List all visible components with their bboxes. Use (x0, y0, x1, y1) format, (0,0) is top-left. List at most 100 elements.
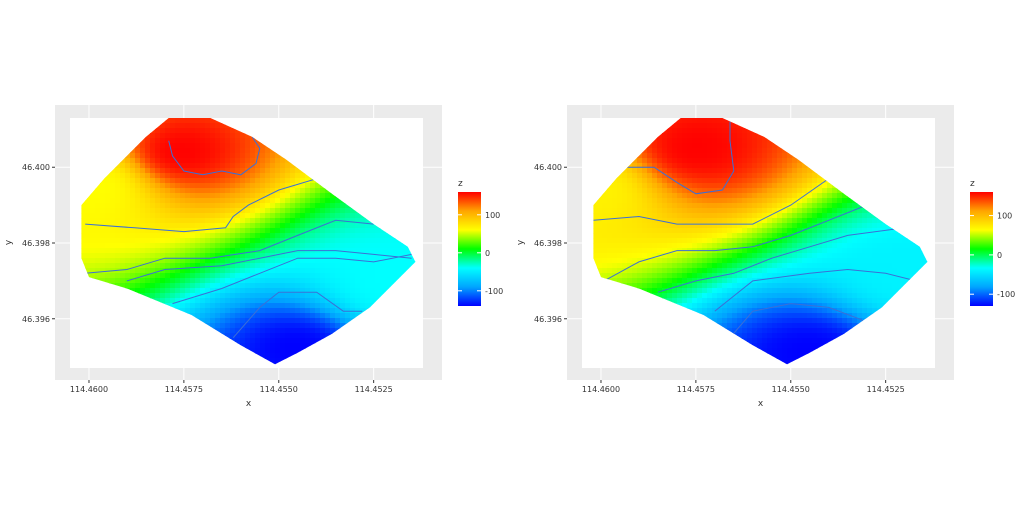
heatmap-cell (682, 163, 688, 169)
heatmap-cell (250, 238, 256, 244)
heatmap-cell (135, 173, 141, 179)
heatmap-cell (245, 193, 251, 199)
heatmap-cell (280, 343, 286, 349)
heatmap-cell (295, 328, 301, 334)
heatmap-cell (125, 198, 131, 204)
heatmap-cell (295, 318, 301, 324)
heatmap-cell (682, 123, 688, 129)
heatmap-cell (405, 258, 411, 264)
heatmap-cell (697, 163, 703, 169)
heatmap-cell (185, 153, 191, 159)
heatmap-cell (295, 173, 301, 179)
heatmap-cell (320, 283, 326, 289)
heatmap-cell (315, 198, 321, 204)
heatmap-cell (622, 248, 628, 254)
heatmap-cell (637, 163, 643, 169)
heatmap-cell (325, 263, 331, 269)
heatmap-cell (260, 148, 266, 154)
heatmap-cell (290, 343, 296, 349)
heatmap-cell (285, 328, 291, 334)
heatmap-cell (325, 193, 331, 199)
heatmap-cell (105, 258, 111, 264)
heatmap-cell (712, 158, 718, 164)
heatmap-cell (707, 293, 713, 299)
heatmap-cell (632, 228, 638, 234)
heatmap-cell (240, 148, 246, 154)
heatmap-cell (682, 218, 688, 224)
heatmap-cell (255, 228, 261, 234)
heatmap-cell (662, 208, 668, 214)
heatmap-cell (682, 213, 688, 219)
heatmap-cell (200, 248, 206, 254)
heatmap-cell (285, 278, 291, 284)
heatmap-cell (90, 218, 96, 224)
heatmap-cell (622, 223, 628, 229)
heatmap-cell (180, 123, 186, 129)
heatmap-cell (125, 228, 131, 234)
heatmap-cell (692, 263, 698, 269)
heatmap-cell (270, 283, 276, 289)
heatmap-cell (230, 248, 236, 254)
heatmap-cell (120, 278, 126, 284)
heatmap-cell (677, 173, 683, 179)
heatmap-cell (190, 223, 196, 229)
heatmap-cell (305, 243, 311, 249)
heatmap-cell (330, 263, 336, 269)
heatmap-cell (235, 198, 241, 204)
heatmap-cell (190, 268, 196, 274)
heatmap-cell (310, 238, 316, 244)
heatmap-cell (225, 328, 231, 334)
heatmap-cell (235, 228, 241, 234)
heatmap-cell (120, 163, 126, 169)
heatmap-cell (652, 193, 658, 199)
heatmap-cell (160, 183, 166, 189)
heatmap-cell (642, 218, 648, 224)
heatmap-cell (145, 283, 151, 289)
heatmap-cell (350, 278, 356, 284)
heatmap-cell (697, 268, 703, 274)
heatmap-cell (687, 173, 693, 179)
heatmap-cell (612, 213, 618, 219)
heatmap-cell (315, 283, 321, 289)
heatmap-cell (335, 273, 341, 279)
heatmap-cell (632, 238, 638, 244)
heatmap-cell (697, 288, 703, 294)
heatmap-cell (652, 238, 658, 244)
heatmap-cell (175, 183, 181, 189)
heatmap-cell (642, 208, 648, 214)
heatmap-cell (210, 258, 216, 264)
heatmap-cell (617, 243, 623, 249)
heatmap-cell (250, 158, 256, 164)
heatmap-cell (170, 133, 176, 139)
heatmap-cell (90, 223, 96, 229)
heatmap-cell (702, 198, 708, 204)
heatmap-cell (160, 198, 166, 204)
heatmap-cell (355, 288, 361, 294)
heatmap-cell (310, 293, 316, 299)
heatmap-cell (285, 343, 291, 349)
heatmap-cell (295, 313, 301, 319)
heatmap-cell (190, 258, 196, 264)
heatmap-cell (702, 228, 708, 234)
heatmap-cell (180, 183, 186, 189)
heatmap-cell (240, 288, 246, 294)
heatmap-cell (140, 193, 146, 199)
heatmap-cell (707, 288, 713, 294)
heatmap-cell (325, 278, 331, 284)
heatmap-cell (245, 233, 251, 239)
heatmap-cell (200, 223, 206, 229)
heatmap-cell (692, 168, 698, 174)
heatmap-cell (612, 243, 618, 249)
heatmap-cell (330, 273, 336, 279)
heatmap-cell (612, 248, 618, 254)
heatmap-cell (190, 208, 196, 214)
heatmap-cell (390, 263, 396, 269)
heatmap-cell (360, 223, 366, 229)
heatmap-cell (270, 333, 276, 339)
heatmap-cell (657, 213, 663, 219)
heatmap-cell (275, 208, 281, 214)
heatmap-cell (275, 168, 281, 174)
heatmap-cell (260, 308, 266, 314)
heatmap-cell (677, 293, 683, 299)
